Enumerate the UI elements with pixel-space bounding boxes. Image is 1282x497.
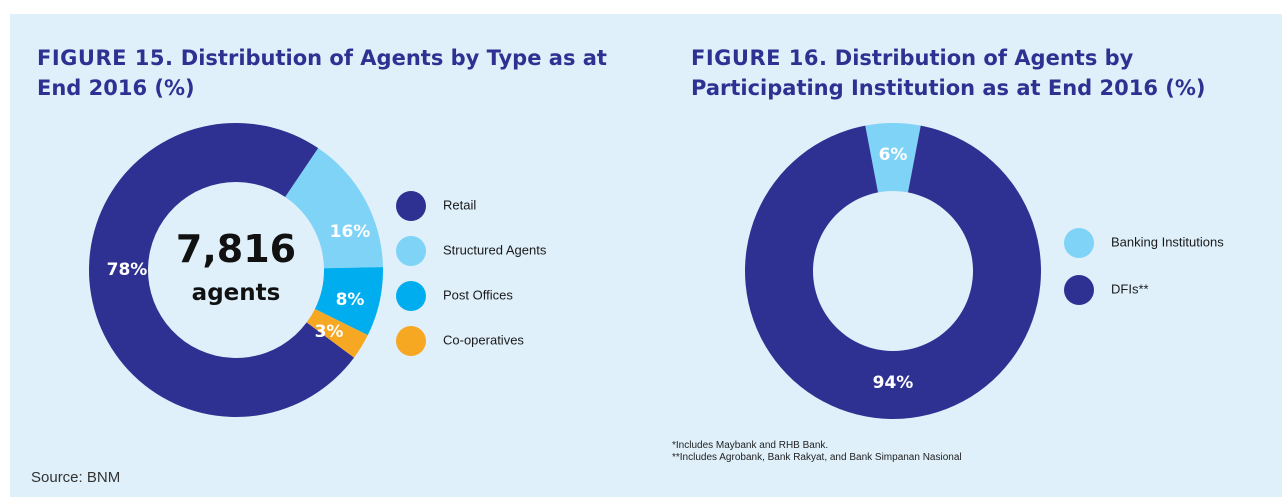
figure16-title-text: Distribution of Agents by Participating … [691, 46, 1206, 100]
footnote-dfis: **Includes Agrobank, Bank Rakyat, and Ba… [672, 452, 962, 463]
figure15-legend-label-structured-agents: Structured Agents [443, 242, 547, 257]
figure15-legend-swatch-post-offices [396, 281, 426, 311]
source-note: Source: BNM [31, 469, 121, 486]
figure16-slice-label-banking-institutions: 6% [879, 145, 908, 165]
figure15-title-text: Distribution of Agents by Type as at End… [37, 46, 607, 100]
figure15-slice-structured-agents [285, 148, 383, 269]
figure15-title: FIGURE 15. Distribution of Agents by Typ… [37, 43, 627, 103]
figure16-legend-swatch-dfis [1064, 275, 1094, 305]
figure15-slice-label-post-offices: 8% [336, 290, 365, 310]
figure16-title: FIGURE 16. Distribution of Agents by Par… [691, 43, 1271, 103]
figure15-legend-swatch-structured-agents [396, 236, 426, 266]
figure15-legend-swatch-retail [396, 191, 426, 221]
figure15-legend-label-post-offices: Post Offices [443, 287, 513, 302]
figure-panel [10, 14, 1282, 497]
figure15-slice-retail [88, 123, 355, 418]
figure16-slice-dfis [744, 125, 1041, 420]
figure15-slice-label-co-operatives: 3% [315, 322, 344, 342]
figure15-slice-label-structured-agents: 16% [330, 222, 371, 242]
footnote-banking: *Includes Maybank and RHB Bank. [672, 440, 829, 451]
figure15-legend-label-retail: Retail [443, 197, 476, 212]
figure15-center-value: 7,816 [176, 227, 296, 271]
figure16-slice-banking-institutions [865, 123, 921, 193]
figure16-slice-label-dfis: 94% [873, 373, 914, 393]
figure16-legend-label-dfis: DFIs** [1111, 281, 1149, 296]
figure15-title-number: FIGURE 15. [37, 46, 174, 70]
figure15-slice-co-operatives [306, 308, 368, 358]
figure16-legend-label-banking-institutions: Banking Institutions [1111, 234, 1224, 249]
figure16-title-number: FIGURE 16. [691, 46, 828, 70]
figure16-legend-swatch-banking-institutions [1064, 228, 1094, 258]
figure15-center-unit: agents [192, 280, 281, 306]
figure15-legend-label-co-operatives: Co-operatives [443, 332, 524, 347]
figure15-slice-label-retail: 78% [107, 260, 148, 280]
figure15-slice-post-offices [314, 267, 383, 336]
figure15-legend-swatch-co-operatives [396, 326, 426, 356]
